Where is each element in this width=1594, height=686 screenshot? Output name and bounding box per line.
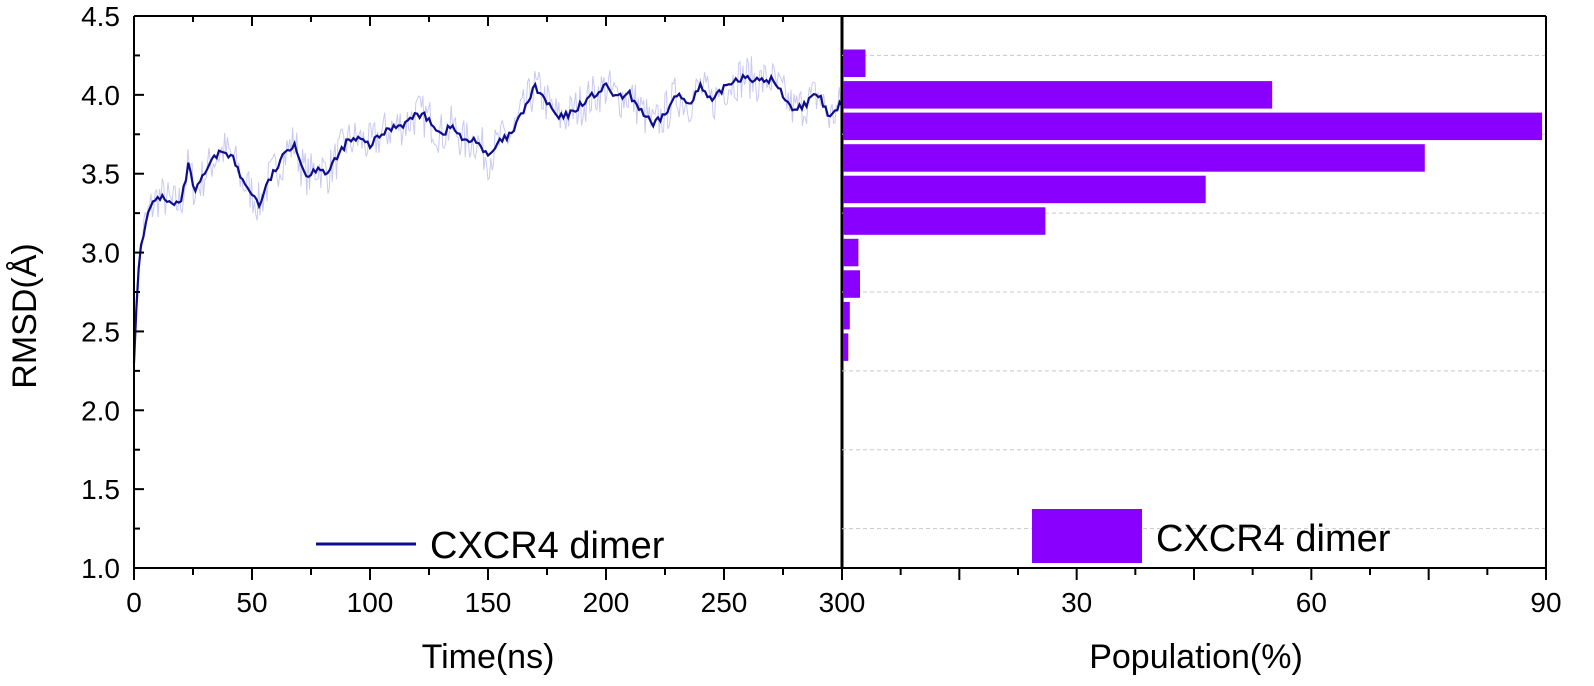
legend-label-right: CXCR4 dimer — [1156, 518, 1391, 560]
legend-right: CXCR4 dimer — [1032, 509, 1391, 563]
population-bars — [843, 49, 1543, 361]
y-tick-label: 1.5 — [81, 474, 120, 505]
y-tick-label: 4.5 — [81, 1, 120, 32]
y-tick-label: 2.0 — [81, 395, 120, 426]
x-tick-label: 100 — [347, 587, 394, 618]
y-tick-label: 2.5 — [81, 316, 120, 347]
rmsd-time-series-panel: 1.0 1.5 2.0 2.5 3.0 3.5 4.0 4.5 0 50 100 150 200 250 3… — [6, 1, 1546, 676]
population-bar — [843, 144, 1425, 172]
raw-rmsd-noise-trace — [133, 56, 843, 386]
population-histogram-panel: 30 60 90 Population(%) CXCR4 dimer — [841, 16, 1562, 676]
y-tick-label: 4.0 — [81, 80, 120, 111]
population-bar — [843, 112, 1543, 141]
population-bar — [843, 301, 850, 330]
population-bar — [843, 270, 860, 298]
population-bar — [843, 49, 866, 77]
noise-trace-path — [133, 56, 843, 386]
population-bar — [843, 207, 1046, 235]
smoothed-rmsd-trace — [132, 73, 843, 364]
x-tick-label: 50 — [236, 587, 267, 618]
x-tick-label: 60 — [1296, 587, 1327, 618]
y-tick-label: 3.0 — [81, 238, 120, 269]
x-tick-label: 150 — [465, 587, 512, 618]
x-axis-title-time: Time(ns) — [422, 638, 555, 676]
x-tick-label: 250 — [701, 587, 748, 618]
x-axis-title-population: Population(%) — [1089, 638, 1303, 676]
legend-label-left: CXCR4 dimer — [430, 525, 665, 567]
legend-bar-swatch — [1032, 509, 1142, 563]
y-axis-title-rmsd: RMSD(Å) — [6, 243, 44, 388]
series-line-cxcr4-dimer — [132, 73, 843, 364]
x-tick-label: 300 — [819, 587, 866, 618]
population-bar — [843, 333, 849, 361]
x-tick-label: 30 — [1061, 587, 1092, 618]
population-bar — [843, 238, 859, 267]
left-ticks: 1.0 1.5 2.0 2.5 3.0 3.5 4.0 4.5 0 50 100 150 200 250 3… — [81, 1, 865, 618]
population-bar — [843, 175, 1206, 204]
population-bar — [843, 81, 1273, 109]
x-tick-label: 90 — [1530, 587, 1561, 618]
legend-left: CXCR4 dimer — [316, 525, 665, 567]
y-tick-label: 1.0 — [81, 553, 120, 584]
y-tick-label: 3.5 — [81, 159, 120, 190]
x-tick-label: 0 — [126, 587, 142, 618]
x-tick-label: 200 — [583, 587, 630, 618]
right-ticks: 30 60 90 — [841, 568, 1562, 618]
